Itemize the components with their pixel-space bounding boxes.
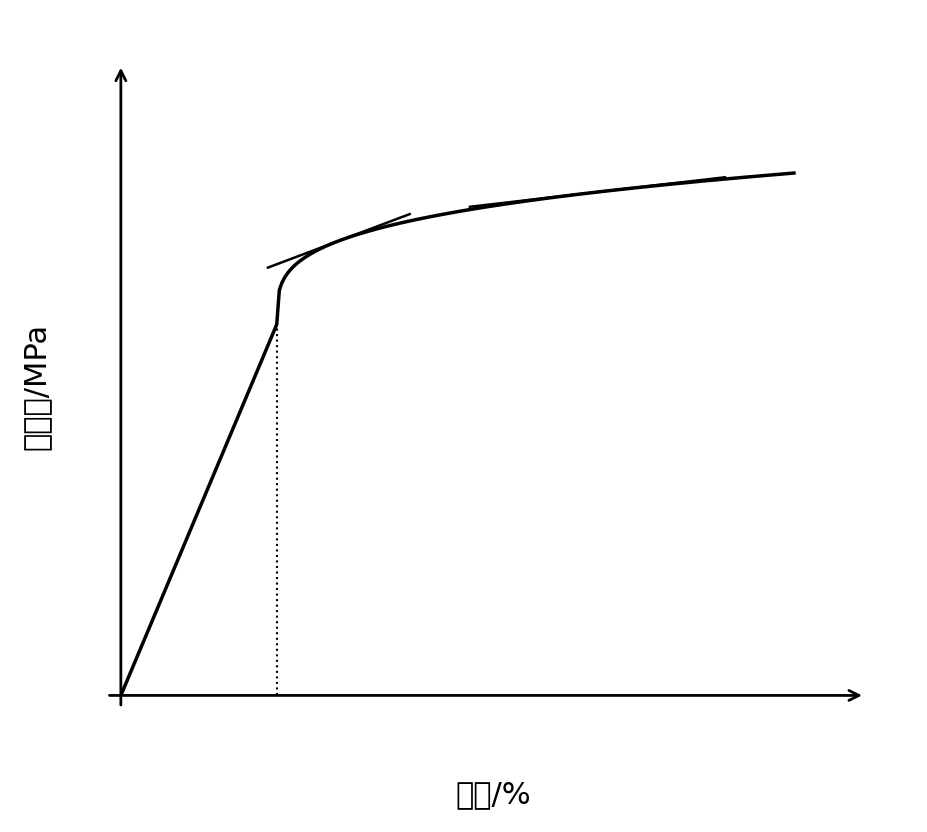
Text: 应变/%: 应变/%: [454, 780, 530, 810]
Text: 差应力/MPa: 差应力/MPa: [22, 323, 51, 450]
